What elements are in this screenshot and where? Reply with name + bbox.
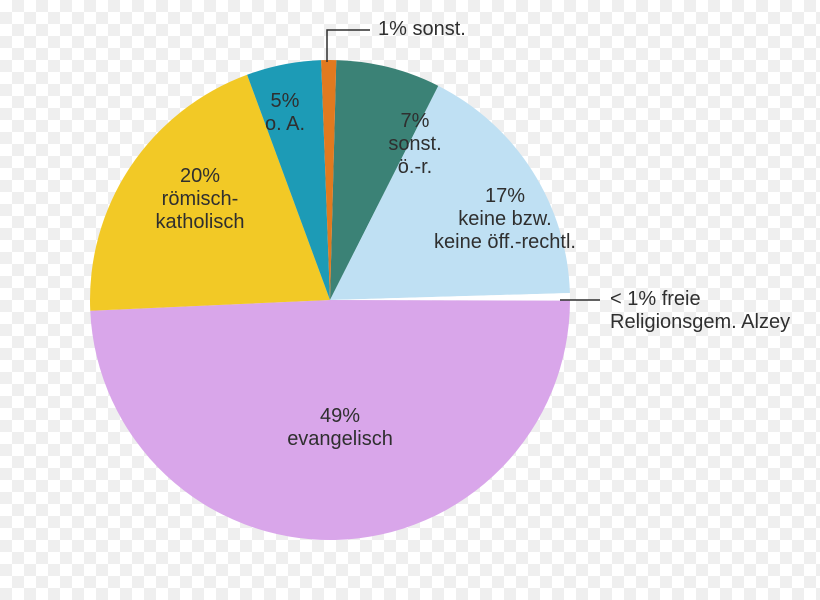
callout-line-sonst [327,30,370,62]
label-oa: 5% o. A. [250,90,320,136]
label-freie_rel_alzey: < 1% freie Religionsgem. Alzey [610,288,820,334]
label-evangelisch: 49% evangelisch [260,405,420,451]
label-sonst: 1% sonst. [378,18,518,41]
label-sonst_oer: 7% sonst. ö.-r. [370,110,460,179]
label-roem_kath: 20% römisch- katholisch [130,165,270,234]
label-keine_oeff_rechtl: 17% keine bzw. keine öff.-rechtl. [420,185,590,254]
